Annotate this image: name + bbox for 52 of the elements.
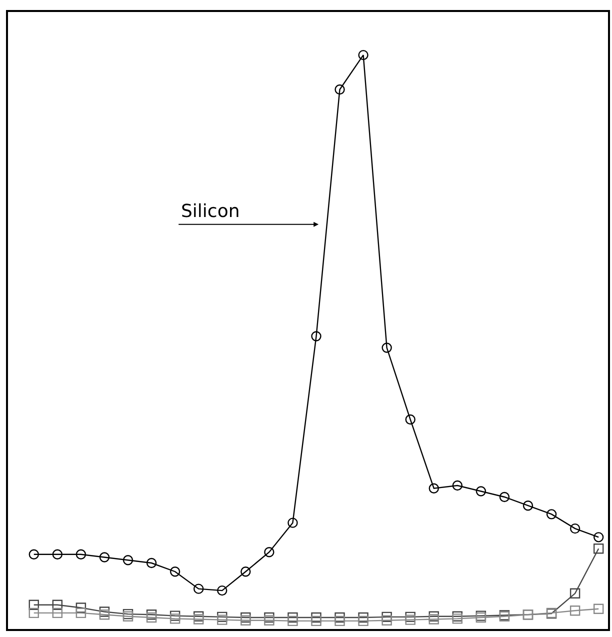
point [217, 614, 228, 625]
point [288, 518, 298, 528]
point [170, 614, 180, 624]
point [264, 615, 274, 626]
point [382, 342, 392, 353]
point [52, 549, 63, 560]
point [52, 608, 63, 618]
point [382, 615, 392, 626]
point [546, 509, 557, 520]
point [28, 549, 39, 560]
point [452, 614, 463, 624]
text: Silicon [181, 201, 240, 222]
point [570, 588, 580, 599]
point [570, 606, 580, 616]
point [311, 331, 322, 342]
point [593, 532, 604, 542]
point [52, 600, 63, 610]
point [522, 500, 534, 511]
point [217, 585, 228, 596]
point [499, 492, 510, 502]
point [76, 602, 86, 613]
point [405, 414, 416, 425]
point [288, 616, 298, 626]
point [264, 546, 274, 558]
point [99, 610, 110, 620]
point [99, 552, 110, 562]
point [452, 480, 463, 491]
point [146, 558, 157, 568]
point [122, 611, 134, 622]
point [311, 616, 322, 626]
point [570, 523, 580, 534]
point [28, 608, 39, 618]
point [122, 555, 134, 566]
point [193, 614, 204, 624]
point [240, 615, 251, 626]
point [428, 483, 439, 494]
point [170, 566, 180, 577]
point [193, 584, 204, 594]
point [76, 549, 86, 560]
point [146, 612, 157, 623]
point [334, 616, 345, 626]
point [76, 608, 86, 618]
point [240, 566, 251, 577]
point [28, 600, 39, 610]
point [593, 544, 604, 554]
point [358, 50, 368, 60]
point [428, 614, 439, 624]
point [405, 614, 416, 625]
point [358, 616, 368, 626]
point [593, 604, 604, 614]
point [334, 84, 345, 95]
point [476, 486, 486, 496]
